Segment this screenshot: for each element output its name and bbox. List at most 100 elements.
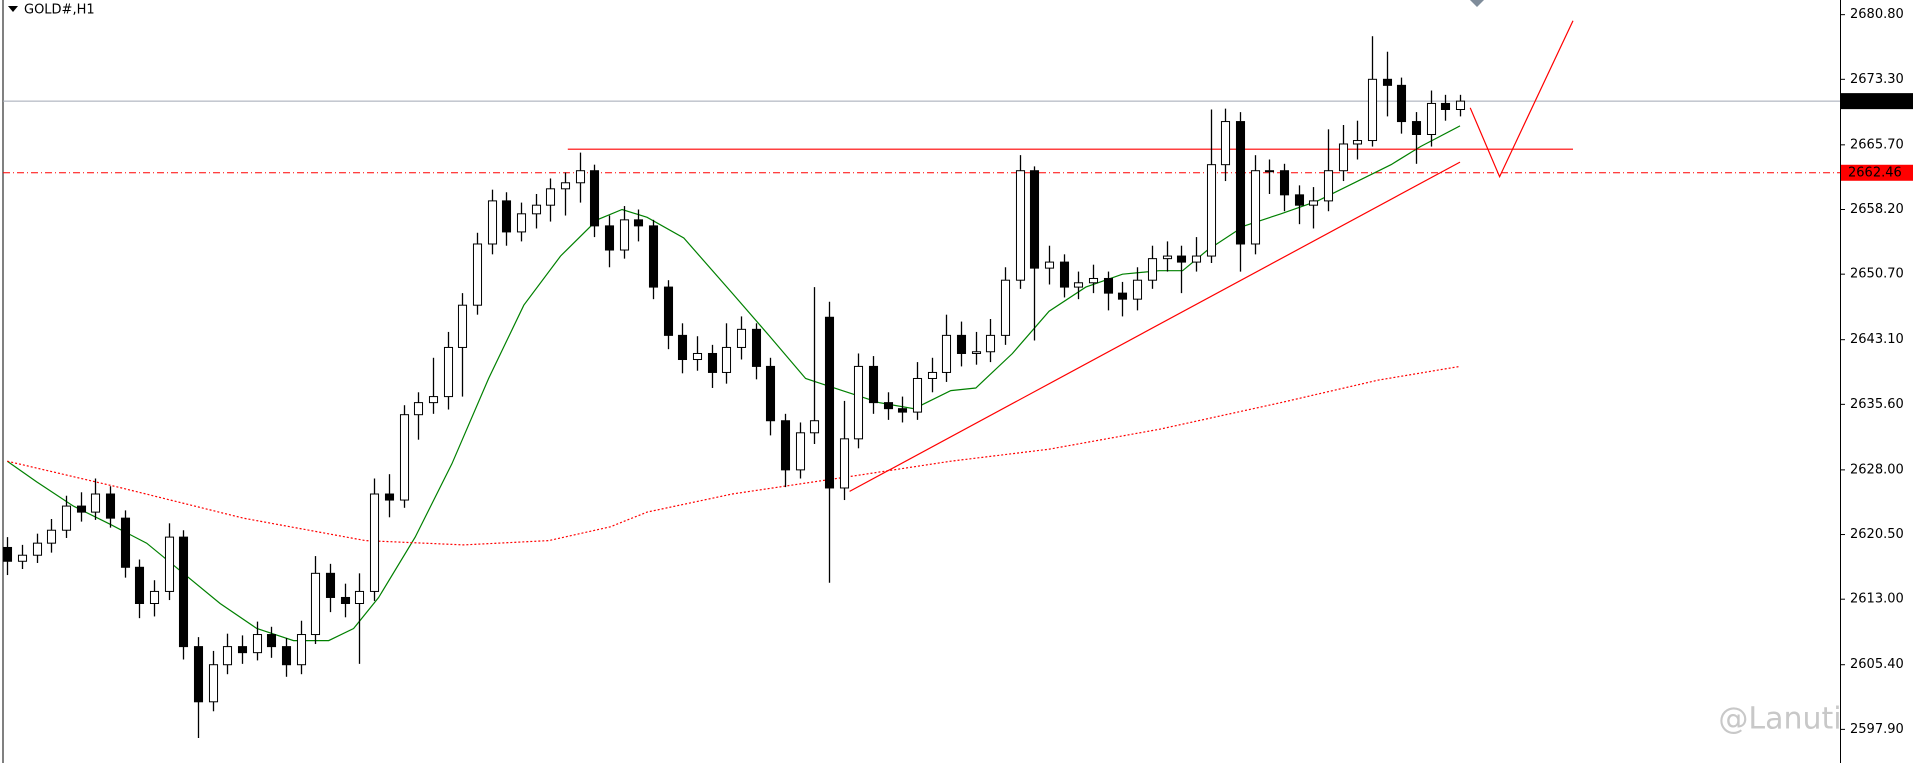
candle-body bbox=[912, 377, 923, 413]
candle-body bbox=[369, 493, 380, 592]
candle-body bbox=[428, 396, 439, 404]
candle-body bbox=[487, 200, 498, 245]
candle-body bbox=[1235, 121, 1246, 245]
candle-body bbox=[46, 529, 57, 544]
candle-body bbox=[897, 408, 908, 413]
candle-body bbox=[472, 243, 483, 306]
candle-body bbox=[325, 572, 336, 598]
candle-body bbox=[266, 634, 277, 648]
candle-body bbox=[164, 536, 175, 592]
price-label-box bbox=[1841, 93, 1913, 110]
plot-area bbox=[2, 20, 1840, 738]
y-tick-label: 2635.60 bbox=[1850, 397, 1904, 412]
candle-body bbox=[76, 505, 87, 513]
candle-body bbox=[222, 646, 233, 666]
candle-body bbox=[663, 286, 674, 336]
watermark: @Lanuti bbox=[1718, 702, 1841, 737]
candle-body bbox=[384, 493, 395, 501]
candle-body bbox=[648, 225, 659, 288]
candle-body bbox=[193, 646, 204, 703]
candle-body bbox=[1279, 170, 1290, 196]
candle-body bbox=[1440, 102, 1451, 110]
candle-body bbox=[1426, 102, 1437, 135]
candle-body bbox=[589, 170, 600, 227]
candle-body bbox=[677, 334, 688, 361]
candle-body bbox=[868, 365, 879, 404]
candle-body bbox=[1264, 170, 1275, 173]
candle-body bbox=[501, 200, 512, 233]
y-tick-label: 2597.90 bbox=[1850, 722, 1904, 737]
candle-body bbox=[1308, 200, 1319, 206]
candle-body bbox=[531, 204, 542, 215]
candle-body bbox=[956, 334, 967, 354]
candle-body bbox=[1382, 78, 1393, 86]
candle-body bbox=[354, 590, 365, 605]
overlay-line bbox=[7, 365, 1461, 546]
candle-body bbox=[1367, 78, 1378, 142]
candle-body bbox=[296, 634, 307, 666]
candle-body bbox=[252, 634, 263, 654]
overlay-line bbox=[849, 161, 1461, 492]
candle-body bbox=[707, 352, 718, 373]
price-label: 2670.77 bbox=[1848, 94, 1902, 109]
candle-body bbox=[2, 546, 13, 562]
candle-body bbox=[1162, 255, 1173, 260]
candle-body bbox=[1396, 84, 1407, 123]
candle-body bbox=[765, 365, 776, 422]
candle-body bbox=[120, 517, 131, 568]
candle-body bbox=[1250, 170, 1261, 245]
price-label-box bbox=[1841, 164, 1913, 181]
candle-body bbox=[32, 542, 43, 556]
candle-body bbox=[1323, 170, 1334, 202]
candle-body bbox=[575, 170, 586, 184]
candle-body bbox=[1044, 261, 1055, 269]
y-tick-label: 2658.20 bbox=[1850, 202, 1904, 217]
y-tick-label: 2620.50 bbox=[1850, 527, 1904, 542]
candle-body bbox=[134, 566, 145, 605]
candle-body bbox=[1132, 279, 1143, 300]
candle-body bbox=[1000, 279, 1011, 336]
candle-body bbox=[1220, 121, 1231, 166]
y-tick-label: 2680.80 bbox=[1850, 7, 1904, 22]
candle-body bbox=[208, 664, 219, 703]
candle-body bbox=[1176, 255, 1187, 263]
candle-body bbox=[839, 438, 850, 489]
candle-body bbox=[619, 219, 630, 251]
candle-body bbox=[443, 346, 454, 398]
y-tick-label: 2665.70 bbox=[1850, 137, 1904, 152]
candle-body bbox=[604, 225, 615, 251]
candle-body bbox=[281, 646, 292, 666]
title-toggle[interactable] bbox=[8, 6, 18, 12]
y-tick-label: 2613.00 bbox=[1850, 592, 1904, 607]
candle-body bbox=[1147, 258, 1158, 281]
candle-body bbox=[178, 536, 189, 648]
y-tick-label: 2650.70 bbox=[1850, 267, 1904, 282]
candle-body bbox=[105, 493, 116, 519]
candle-body bbox=[1294, 194, 1305, 206]
candle-body bbox=[61, 505, 72, 531]
chart-title: GOLD#,H1 bbox=[24, 3, 95, 18]
scroll-marker bbox=[1470, 0, 1484, 7]
price-label: 2662.46 bbox=[1848, 165, 1902, 180]
candle-body bbox=[90, 493, 101, 513]
candle-body bbox=[516, 213, 527, 233]
candle-body bbox=[545, 188, 556, 206]
candle-body bbox=[1015, 170, 1026, 281]
candle-body bbox=[780, 420, 791, 471]
candle-body bbox=[237, 646, 248, 654]
candle-body bbox=[751, 328, 762, 367]
candle-body bbox=[1073, 282, 1084, 288]
candle-body bbox=[721, 346, 732, 373]
candle-body bbox=[149, 590, 160, 605]
candle-body bbox=[17, 554, 28, 562]
candle-body bbox=[692, 352, 703, 361]
candle-body bbox=[883, 402, 894, 410]
overlay-line bbox=[1469, 20, 1574, 179]
candle-body bbox=[971, 351, 982, 354]
candle-body bbox=[809, 420, 820, 434]
candle-body bbox=[399, 414, 410, 501]
candle-body bbox=[340, 596, 351, 605]
